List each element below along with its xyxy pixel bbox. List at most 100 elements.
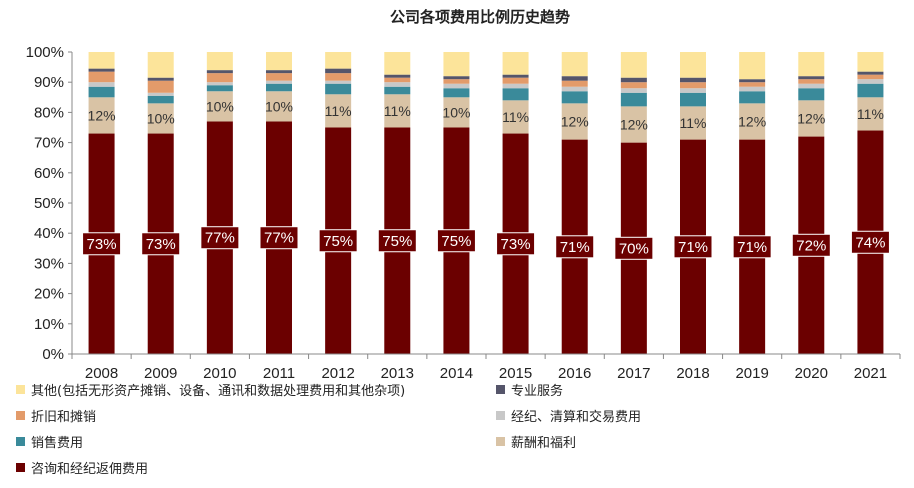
bar-segment [88,86,115,98]
bar-segment [443,52,470,77]
bar-segment [857,74,884,80]
bar-segment [798,100,825,137]
bar-segment [147,95,174,104]
bar-segment [206,73,233,83]
y-tick-label: 0% [42,346,64,363]
data-label: 10% [442,104,470,120]
data-label-box [436,229,476,253]
bar-segment [620,82,647,89]
x-tick-label: 2018 [676,365,709,380]
data-label: 75% [323,233,353,250]
bar-segment [384,77,411,83]
data-label: 11% [857,106,884,122]
data-label-box [496,232,536,256]
x-tick-label: 2008 [85,365,118,380]
data-label-box [318,229,358,253]
bar-segment [680,82,706,89]
legend-swatch-brokerage-clearing [496,411,505,420]
stacked-bar-chart: 公司各项费用比例历史趋势 0% 10% 20% 30% 40% 50% 60% 70% 80% 9… [26,8,901,380]
data-label: 10% [265,98,293,114]
bar-segment [325,80,352,84]
legend-item-compensation: 薪酬和福利 [496,432,576,451]
y-tick-label: 40% [34,225,64,242]
bar-segment [147,77,174,81]
data-label: 71% [678,239,708,256]
data-label: 71% [560,239,590,256]
legend-item-depreciation: 折旧和摊销 [16,406,96,425]
bar-segment [266,80,292,84]
bar-segment [325,52,352,69]
bar-segment [680,88,706,93]
bar-segment [561,52,588,77]
data-label-box [259,226,299,250]
bar-segment [502,88,529,101]
bar-segment [620,77,647,83]
data-label: 11% [502,109,529,125]
bar-segment [443,79,470,84]
bar-segment [561,91,588,104]
bars: 73% 12% 73% 10% 77% 10% 77% 10% 75% 11% 75% 11% 75% 1… [82,52,890,355]
data-label-box [200,226,240,250]
legend: 其他(包括无形资产摊销、设备、通讯和数据处理费用和其他杂项) 专业服务 折旧和摊… [16,380,906,484]
bar-segment [680,92,706,107]
legend-swatch-professional-services [496,385,505,394]
legend-label-other: 其他(包括无形资产摊销、设备、通讯和数据处理费用和其他杂项) [31,384,406,399]
bar-segment [325,83,352,95]
y-tick-label: 30% [34,255,64,272]
bar-stack-2012: 75% 11% [318,52,358,354]
bar-segment [798,88,825,101]
legend-item-other: 其他(包括无形资产摊销、设备、通讯和数据处理费用和其他杂项) [16,380,405,399]
bar-segment [561,76,588,81]
data-label: 73% [501,236,531,253]
data-label: 12% [561,113,589,129]
bar-stack-2011: 77% 10% [259,52,299,355]
y-tick-label: 50% [34,195,64,212]
bar-segment [680,77,706,83]
legend-item-advisory-commission: 咨询和经纪返佣费用 [16,458,148,477]
data-label: 70% [619,240,649,257]
bar-segment [502,83,529,89]
bar-segment [857,79,884,84]
y-tick-label: 80% [34,104,64,121]
bar-segment [620,106,647,143]
bar-segment [206,85,233,92]
bar-segment [325,94,352,128]
bar-stack-2010: 77% 10% [200,52,240,355]
bar-stack-2014: 75% 10% [436,52,476,354]
bar-segment [206,52,233,71]
x-tick-label: 2021 [854,365,887,380]
data-label-box [732,235,772,259]
x-tick-label: 2014 [440,365,473,380]
data-label: 74% [855,234,885,251]
bar-segment [561,80,588,87]
bar-stack-2009: 73% 10% [141,52,181,354]
data-label-box [82,232,122,256]
bar-segment [798,52,825,77]
legend-item-brokerage-clearing: 经纪、清算和交易费用 [496,406,641,425]
bar-segment [739,52,766,80]
data-label: 10% [206,98,234,114]
bar-segment [502,77,529,84]
bar-segment [857,83,884,98]
bar-segment [739,103,766,140]
x-tick-label: 2009 [144,365,177,380]
y-axis: 0% 10% 20% 30% 40% 50% 60% 70% 80% 90% 100% [26,44,73,363]
data-label: 72% [796,237,826,254]
data-label: 73% [146,236,176,253]
data-label-box [614,236,654,260]
bar-segment [680,106,706,140]
x-tick-label: 2011 [263,365,295,380]
bar-segment [739,86,766,92]
data-label: 75% [441,233,471,250]
data-label: 77% [264,230,294,247]
bar-segment [502,52,529,75]
x-axis: 2008 2009 2010 2011 2012 2013 2014 2015 2016 2017… [71,353,901,380]
bar-segment [620,88,647,93]
legend-label-compensation: 薪酬和福利 [511,436,577,451]
bar-segment [88,52,115,69]
bar-segment [443,88,470,98]
bar-segment [443,76,470,80]
y-tick-label: 100% [26,44,64,61]
bar-stack-2008: 73% 12% [82,52,122,354]
legend-label-depreciation: 折旧和摊销 [31,410,97,425]
